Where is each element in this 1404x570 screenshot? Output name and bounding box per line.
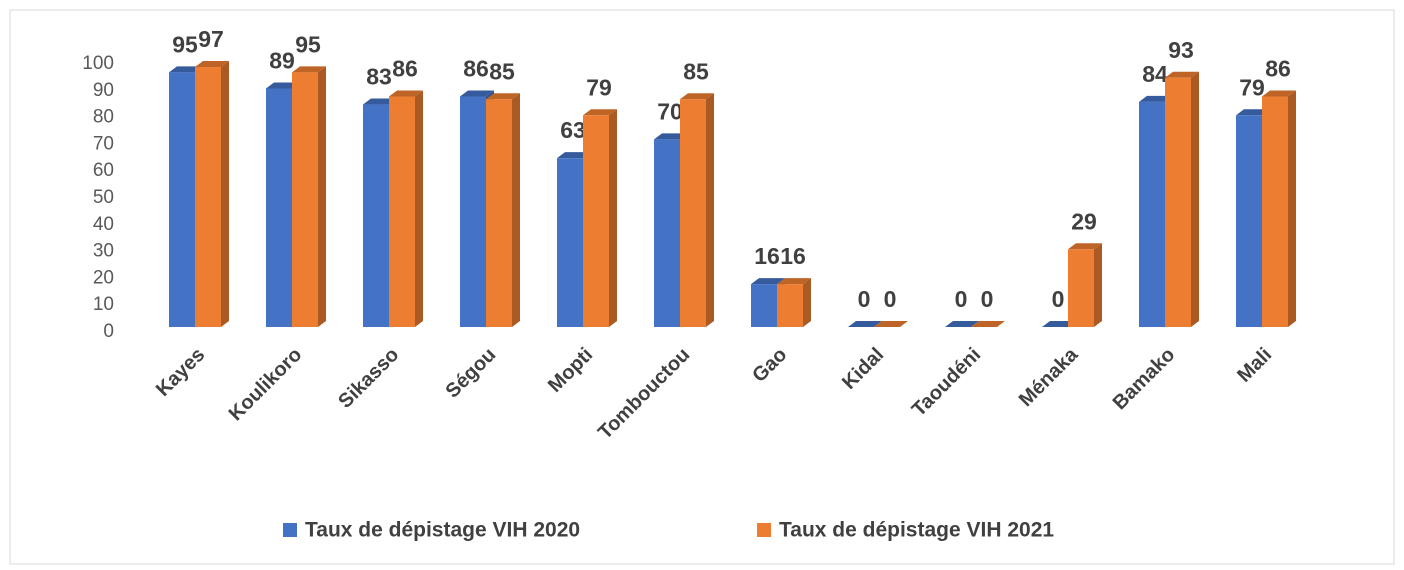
bar (583, 115, 609, 327)
bar-top (583, 109, 617, 116)
legend-label: Taux de dépistage VIH 2020 (305, 519, 580, 542)
bar (751, 284, 777, 327)
bar (460, 96, 486, 328)
bar (1165, 77, 1191, 327)
value-label: 93 (1168, 37, 1194, 63)
y-tick-label: 80 (93, 107, 114, 128)
y-tick-label: 10 (93, 294, 114, 315)
bar (195, 67, 221, 327)
bar (169, 72, 195, 328)
y-tick-label: 60 (93, 160, 114, 181)
bar-side (1288, 90, 1296, 328)
bar-side (512, 93, 520, 327)
bar (1068, 249, 1094, 327)
bar (292, 72, 318, 328)
value-label: 29 (1071, 208, 1097, 234)
value-label: 0 (858, 286, 871, 312)
value-label: 84 (1142, 61, 1168, 87)
bar-top (654, 133, 688, 140)
y-tick-label: 30 (93, 241, 114, 262)
value-label: 97 (198, 26, 224, 52)
bar-side (803, 278, 811, 327)
value-label: 0 (955, 286, 968, 312)
bar (363, 104, 389, 327)
value-label: 79 (586, 74, 612, 100)
bar-top (363, 98, 397, 105)
bar (557, 158, 583, 327)
bar (654, 139, 680, 327)
bar-side (415, 90, 423, 328)
value-label: 70 (657, 98, 683, 124)
value-label: 85 (683, 58, 709, 84)
value-label: 0 (884, 286, 897, 312)
value-label: 0 (1052, 286, 1065, 312)
bar-side (318, 66, 326, 328)
bar-top (389, 90, 423, 97)
legend-label: Taux de dépistage VIH 2021 (779, 519, 1054, 542)
bar-top (557, 152, 591, 159)
y-tick-label: 20 (93, 267, 114, 288)
bar-side (609, 109, 617, 327)
bar-top (848, 321, 882, 327)
bar-top (971, 321, 1005, 327)
bar-top (460, 90, 494, 97)
value-label: 95 (172, 31, 198, 57)
bar-top (266, 82, 300, 89)
value-label: 63 (560, 117, 586, 143)
bar (1262, 96, 1288, 328)
value-label: 16 (780, 243, 806, 269)
y-tick-label: 40 (93, 214, 114, 235)
value-label: 16 (754, 243, 780, 269)
bar-side (1191, 71, 1199, 327)
bar-side (221, 61, 229, 327)
bar (1139, 101, 1165, 327)
y-tick-label: 70 (93, 133, 114, 154)
bar-top (1165, 71, 1199, 78)
y-tick-label: 90 (93, 80, 114, 101)
bar-top (1139, 95, 1173, 102)
bar-top (1068, 243, 1102, 250)
value-label: 95 (295, 31, 321, 57)
bar-top (169, 66, 203, 73)
value-label: 86 (1265, 56, 1291, 82)
value-label: 79 (1239, 74, 1265, 100)
bar-top (1236, 109, 1270, 116)
bar-top (195, 61, 229, 68)
bar (486, 99, 512, 327)
value-label: 86 (392, 56, 418, 82)
value-label: 0 (981, 286, 994, 312)
bar-side (1094, 243, 1102, 327)
legend-swatch (757, 523, 771, 537)
y-tick-label: 50 (93, 187, 114, 208)
bar (777, 284, 803, 327)
value-label: 86 (463, 56, 489, 82)
bar-top (292, 66, 326, 73)
y-tick-label: 0 (103, 321, 114, 342)
bar-top (945, 321, 979, 327)
bar-top (777, 278, 811, 285)
bar (1236, 115, 1262, 327)
y-tick-label: 100 (82, 53, 114, 74)
value-label: 89 (269, 48, 295, 74)
bar-top (751, 278, 785, 285)
bar (266, 88, 292, 327)
bar-side (706, 93, 714, 327)
value-label: 85 (489, 58, 515, 84)
legend-swatch (283, 523, 297, 537)
bar (680, 99, 706, 327)
value-label: 83 (366, 64, 392, 90)
bar (389, 96, 415, 328)
bar-top (874, 321, 908, 327)
bar-top (1262, 90, 1296, 97)
bar-top (486, 93, 520, 100)
bar-top (680, 93, 714, 100)
bar-top (1042, 321, 1076, 327)
